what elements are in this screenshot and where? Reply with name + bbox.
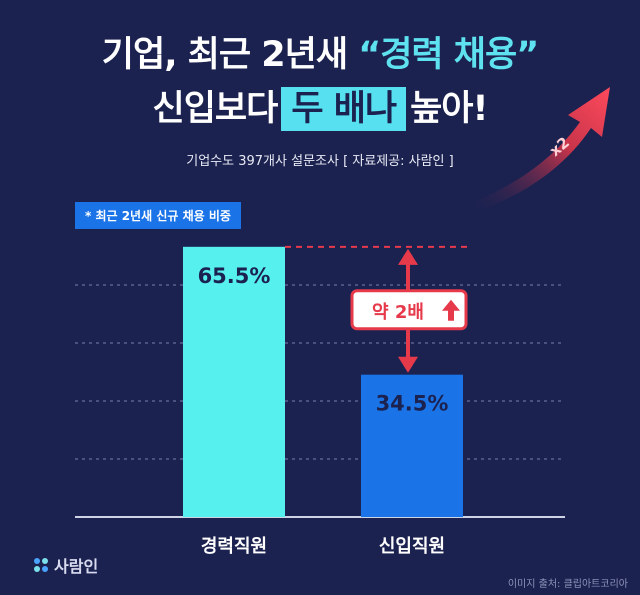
bar-1 [183,246,285,517]
image-credit: 이미지 출처: 클립아트코리아 [507,579,628,590]
category-label: 신입직원 [379,535,445,557]
saramin-logo: 사람인 [34,553,98,577]
growth-arrow-icon: x2 [475,87,610,210]
headline-highlight: 두 배나 [281,87,407,131]
bar-value-label: 65.5% [198,264,271,288]
grid-lines [75,284,565,460]
headline-prefix: 기업, 최근 2년새 [101,35,359,75]
category-label: 경력직원 [201,536,267,557]
bar-chart: 65.5% 경력직원 34.5% 신입직원 약 2배 [75,245,565,557]
up-arrow-icon [442,299,460,321]
headline-line2-prefix: 신입보다 [152,89,279,129]
bar-2 [361,374,463,517]
arrow-head-up-icon [398,248,418,265]
logo-text: 사람인 [54,557,99,576]
compare-badge [350,289,468,331]
subtitle: 기업수도 397개사 설문조사 [ 자료제공: 사람인 ] [186,154,454,169]
headline-line-1: 기업, 최근 2년새 “경력 채용” [0,38,640,73]
comparison-annotation: 약 2배 [285,245,470,373]
logo-dots-icon [34,558,48,572]
headline-line-2: 신입보다 두 배나 높아! [0,87,640,131]
chart-note: * 최근 2년새 신규 채용 비중 [75,202,241,229]
bar-value-label: 34.5% [376,392,449,416]
arrow-head-down-icon [398,356,418,373]
headline-line2-suffix: 높아! [410,89,488,129]
compare-label: 약 2배 [372,301,424,323]
headline-quote: “경력 채용” [358,35,539,75]
bars: 65.5% 경력직원 34.5% 신입직원 [183,246,463,557]
